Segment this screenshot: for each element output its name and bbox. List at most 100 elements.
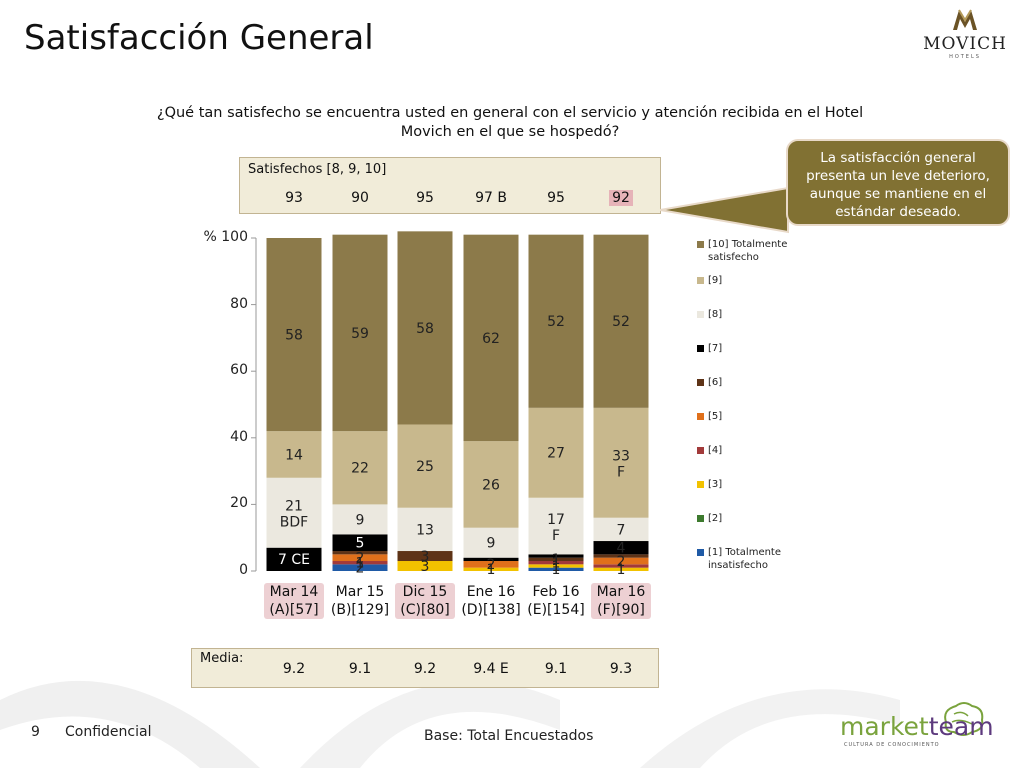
legend-swatch (697, 277, 704, 284)
bar-segment (332, 534, 388, 552)
bar-segment (463, 441, 519, 528)
y-tick-label: % 100 (203, 229, 248, 245)
page-number: 9 (31, 724, 40, 740)
movich-logo: MOVICH HOTELS (915, 6, 1015, 60)
bar-segment (528, 564, 584, 568)
x-category-label: Dic 15 (C)[80] (395, 583, 455, 619)
legend-label: [3] (708, 479, 723, 490)
bar-segment (397, 507, 453, 552)
bar-value-label: 3 (421, 559, 430, 575)
bar-value-label: 52 (547, 314, 565, 330)
bar-segment (528, 407, 584, 498)
bar-segment (528, 497, 584, 555)
x-category-label: Mar 16 (F)[90] (591, 583, 651, 619)
legend-label: [1] Totalmente insatisfecho (708, 547, 782, 571)
x-category-label: Feb 16 (E)[154] (527, 584, 585, 618)
bar-segment (463, 561, 519, 568)
bar-value-label: 59 (351, 326, 369, 342)
bar-segment (332, 561, 388, 565)
bar-value-label: 7 (617, 522, 626, 538)
bar-value-label: 1 (356, 556, 365, 572)
legend-swatch (697, 549, 704, 556)
bar-segment (593, 517, 649, 542)
bar-value-label: 1 (617, 562, 626, 578)
bar-value-label: 25 (416, 459, 434, 475)
bar-segment (463, 557, 519, 562)
y-tick-label: 40 (230, 428, 248, 445)
legend-label: [9] (708, 275, 723, 286)
bar-value-label: 1 (552, 552, 561, 568)
bar-value-label: 58 (416, 321, 434, 337)
mean-value: 9.2 (282, 661, 306, 677)
marketteam-wordmark: marketteam (840, 712, 994, 741)
bar-segment (528, 557, 584, 562)
mean-value: 9.1 (348, 661, 372, 677)
bar-value-label: 1 (487, 562, 496, 578)
legend-swatch (697, 241, 704, 248)
bar-segment (593, 234, 649, 408)
bar-segment (463, 527, 519, 558)
satisfied-value: 90 (351, 190, 369, 206)
bar-segment (332, 564, 388, 571)
bar-segment (528, 554, 584, 558)
satisfied-value: 93 (285, 190, 303, 206)
mean-label: Media: (200, 651, 244, 666)
bar-segment (266, 547, 322, 571)
survey-question: ¿Qué tan satisfecho se encuentra usted e… (156, 105, 864, 140)
bar-value-label: 7 CE (278, 552, 310, 568)
legend-label: [10] Totalmente satisfecho (708, 239, 788, 263)
bar-value-label: 3 (421, 549, 430, 565)
bar-segment (397, 424, 453, 508)
legend-swatch (697, 345, 704, 352)
logo-subtitle: HOTELS (949, 54, 981, 60)
bar-value-label: 62 (482, 331, 500, 347)
marketteam-logo: marketteam CULTURA DE CONOCIMIENTO (840, 700, 994, 750)
bar-segment (528, 567, 584, 571)
bar-value-label: 1 (552, 559, 561, 575)
legend-label: [4] (708, 445, 723, 456)
satisfied-value: 97 B (475, 190, 507, 206)
bar-value-label: 58 (285, 327, 303, 343)
bar-segment (593, 567, 649, 571)
legend-swatch (697, 447, 704, 454)
x-category-label: Mar 15 (B)[129] (330, 584, 390, 618)
bar-value-label: 2 (617, 554, 626, 570)
legend-label: [2] (708, 513, 723, 524)
bar-value-label: 2 (356, 551, 365, 567)
bar-segment (332, 234, 388, 432)
bar-segment (266, 431, 322, 478)
bar-segment (397, 561, 453, 571)
y-tick-label: 60 (230, 362, 248, 379)
bar-segment (593, 564, 649, 568)
bar-value-label: 13 (416, 522, 434, 538)
marketteam-tagline: CULTURA DE CONOCIMIENTO (844, 742, 940, 748)
bar-value-label: 1 (552, 562, 561, 578)
bar-segment (332, 504, 388, 535)
bar-segment (332, 551, 388, 555)
logo-wordmark: MOVICH (923, 34, 1007, 54)
y-tick-label: 0 (239, 562, 248, 578)
bar-value-label: 17 F (547, 512, 565, 544)
bar-segment (332, 554, 388, 562)
legend-label: [8] (708, 309, 723, 320)
brain-icon (944, 702, 984, 736)
bar-value-label: 21 BDF (280, 499, 308, 531)
bar-segment (463, 567, 519, 571)
legend-label: [7] (708, 343, 723, 354)
bar-segment (397, 231, 453, 425)
bar-value-label: 9 (356, 512, 365, 528)
legend-swatch (697, 481, 704, 488)
movich-m-icon (953, 9, 977, 30)
legend-swatch (697, 311, 704, 318)
bar-segment (593, 557, 649, 565)
mean-value: 9.1 (544, 661, 568, 677)
confidential-label: Confidencial (65, 724, 152, 740)
bar-value-label: 22 (351, 461, 369, 477)
bar-segment (266, 477, 322, 548)
mean-value: 9.2 (413, 661, 437, 677)
satisfied-label: Satisfechos [8, 9, 10] (248, 162, 387, 177)
bar-value-label: 1 (552, 556, 561, 572)
mean-value: 9.3 (609, 661, 633, 677)
legend-label: [5] (708, 411, 723, 422)
